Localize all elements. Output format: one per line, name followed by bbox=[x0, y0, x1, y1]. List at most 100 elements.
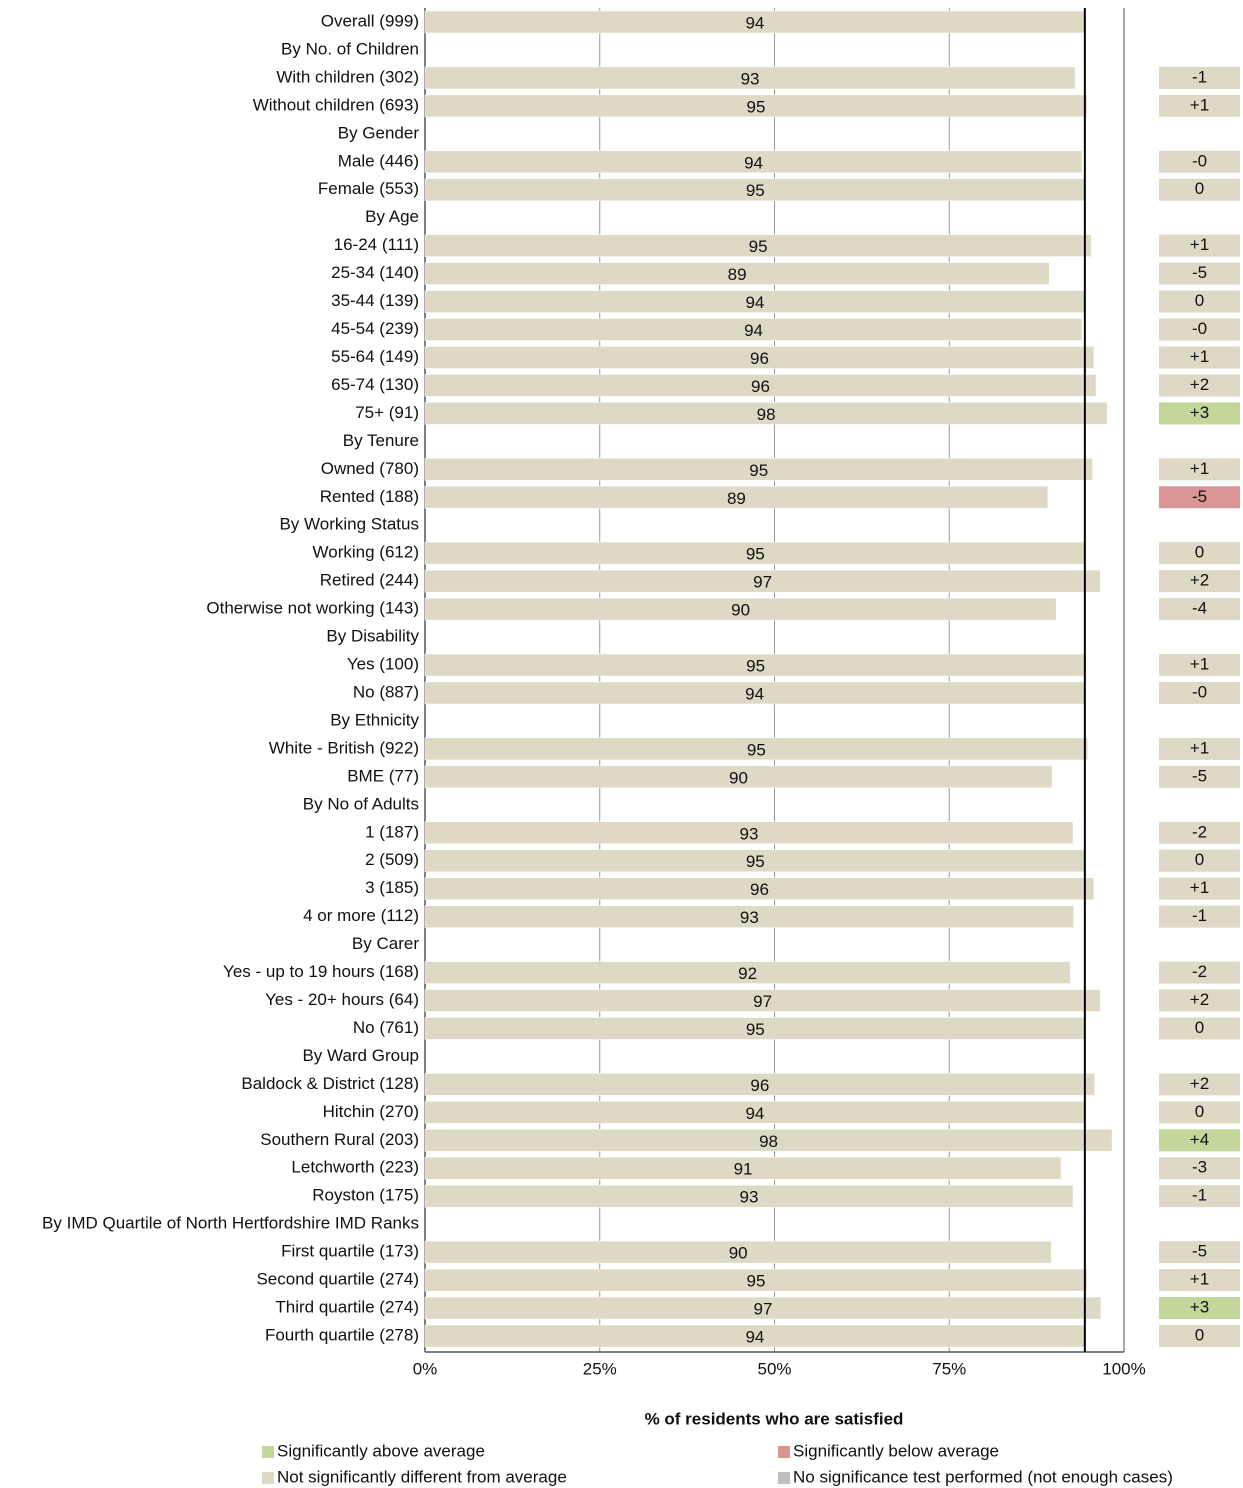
difference-label: +1 bbox=[1190, 655, 1209, 674]
y-tick-label: By Working Status bbox=[279, 515, 419, 534]
difference-label: 0 bbox=[1195, 1325, 1204, 1344]
x-axis-label: % of residents who are satisfied bbox=[645, 1409, 904, 1428]
value-label: 95 bbox=[747, 97, 766, 116]
bar bbox=[424, 1240, 1052, 1264]
bar bbox=[424, 486, 1049, 509]
difference-label: +1 bbox=[1190, 347, 1209, 366]
value-label: 94 bbox=[745, 293, 764, 312]
difference-box bbox=[1159, 178, 1240, 201]
y-tick-label: Baldock & District (128) bbox=[241, 1074, 419, 1093]
difference-label: -0 bbox=[1192, 151, 1207, 170]
legend-label: Significantly below average bbox=[793, 1441, 999, 1460]
bar bbox=[424, 989, 1101, 1012]
difference-box bbox=[1159, 989, 1240, 1012]
difference-label: -5 bbox=[1192, 766, 1207, 785]
difference-box bbox=[1159, 458, 1240, 481]
difference-box bbox=[1159, 765, 1240, 788]
value-label: 96 bbox=[751, 377, 770, 396]
difference-box bbox=[1159, 150, 1240, 173]
bar bbox=[424, 653, 1087, 677]
value-label: 96 bbox=[750, 349, 769, 368]
value-label: 98 bbox=[757, 405, 776, 424]
value-label: 95 bbox=[746, 657, 765, 676]
y-tick-label: No (761) bbox=[353, 1018, 419, 1037]
bar bbox=[424, 1073, 1095, 1096]
y-tick-label: Letchworth (223) bbox=[291, 1158, 419, 1177]
y-tick-label: 4 or more (112) bbox=[303, 906, 419, 925]
bar bbox=[424, 346, 1095, 369]
difference-label: -0 bbox=[1192, 682, 1207, 701]
legend-label: Significantly above average bbox=[277, 1441, 485, 1460]
difference-box bbox=[1159, 66, 1240, 89]
y-tick-label: 1 (187) bbox=[365, 822, 419, 841]
value-label: 90 bbox=[731, 601, 750, 620]
y-tick-label: 3 (185) bbox=[365, 878, 419, 897]
difference-box bbox=[1159, 654, 1240, 677]
y-tick-label: By No. of Children bbox=[281, 39, 419, 58]
difference-box bbox=[1159, 961, 1240, 984]
x-tick-label: 50% bbox=[757, 1359, 791, 1378]
difference-label: +2 bbox=[1190, 375, 1209, 394]
difference-box bbox=[1159, 598, 1240, 621]
difference-box bbox=[1159, 570, 1240, 593]
bar bbox=[424, 374, 1097, 397]
bar bbox=[424, 961, 1071, 984]
difference-label: -5 bbox=[1192, 263, 1207, 282]
y-tick-label: White - British (922) bbox=[269, 738, 419, 757]
bar bbox=[424, 458, 1093, 481]
difference-box bbox=[1159, 486, 1240, 509]
bar bbox=[424, 66, 1076, 90]
legend-swatch bbox=[778, 1472, 790, 1484]
value-label: 97 bbox=[754, 1300, 773, 1319]
difference-box bbox=[1159, 1157, 1240, 1180]
difference-box bbox=[1159, 1129, 1240, 1152]
y-tick-label: By Disability bbox=[326, 627, 419, 646]
y-tick-label: Without children (693) bbox=[253, 95, 419, 114]
value-label: 95 bbox=[747, 740, 766, 759]
x-tick-label: 0% bbox=[413, 1359, 438, 1378]
value-label: 94 bbox=[745, 684, 764, 703]
y-tick-label: By Gender bbox=[338, 123, 420, 142]
bar bbox=[424, 1157, 1062, 1180]
y-tick-label: Working (612) bbox=[313, 543, 419, 562]
y-tick-label: Male (446) bbox=[338, 151, 419, 170]
y-tick-label: 65-74 (130) bbox=[331, 375, 419, 394]
value-label: 94 bbox=[744, 153, 763, 172]
x-tick-label: 75% bbox=[932, 1359, 966, 1378]
difference-label: +1 bbox=[1190, 878, 1209, 897]
value-label: 93 bbox=[740, 908, 759, 927]
y-tick-label: Fourth quartile (278) bbox=[265, 1325, 419, 1344]
difference-label: -1 bbox=[1192, 1186, 1207, 1205]
value-label: 95 bbox=[746, 1020, 765, 1039]
y-tick-label: By Age bbox=[365, 207, 419, 226]
x-tick-label: 25% bbox=[583, 1359, 617, 1378]
value-label: 94 bbox=[745, 1327, 764, 1346]
difference-label: 0 bbox=[1195, 1018, 1204, 1037]
y-tick-label: By Ethnicity bbox=[330, 710, 419, 729]
difference-label: +2 bbox=[1190, 990, 1209, 1009]
y-tick-label: 75+ (91) bbox=[355, 403, 419, 422]
y-tick-label: BME (77) bbox=[347, 766, 419, 785]
value-label: 89 bbox=[728, 265, 747, 284]
difference-box bbox=[1159, 402, 1240, 425]
y-tick-label: Retired (244) bbox=[320, 571, 419, 590]
difference-label: -1 bbox=[1192, 67, 1207, 86]
y-tick-label: No (887) bbox=[353, 682, 419, 701]
difference-label: +1 bbox=[1190, 738, 1209, 757]
difference-label: -1 bbox=[1192, 906, 1207, 925]
y-tick-label: By Ward Group bbox=[302, 1046, 419, 1065]
difference-label: 0 bbox=[1195, 179, 1204, 198]
difference-label: +2 bbox=[1190, 571, 1209, 590]
legend-swatch bbox=[778, 1446, 790, 1458]
y-tick-label: 25-34 (140) bbox=[331, 263, 419, 282]
difference-label: +3 bbox=[1190, 403, 1209, 422]
value-label: 97 bbox=[753, 573, 772, 592]
difference-label: -2 bbox=[1192, 962, 1207, 981]
difference-box bbox=[1159, 1017, 1240, 1040]
difference-label: -5 bbox=[1192, 487, 1207, 506]
difference-box bbox=[1159, 849, 1240, 872]
y-tick-label: By Carer bbox=[352, 934, 419, 953]
value-label: 95 bbox=[746, 545, 765, 564]
value-label: 96 bbox=[750, 1076, 769, 1095]
